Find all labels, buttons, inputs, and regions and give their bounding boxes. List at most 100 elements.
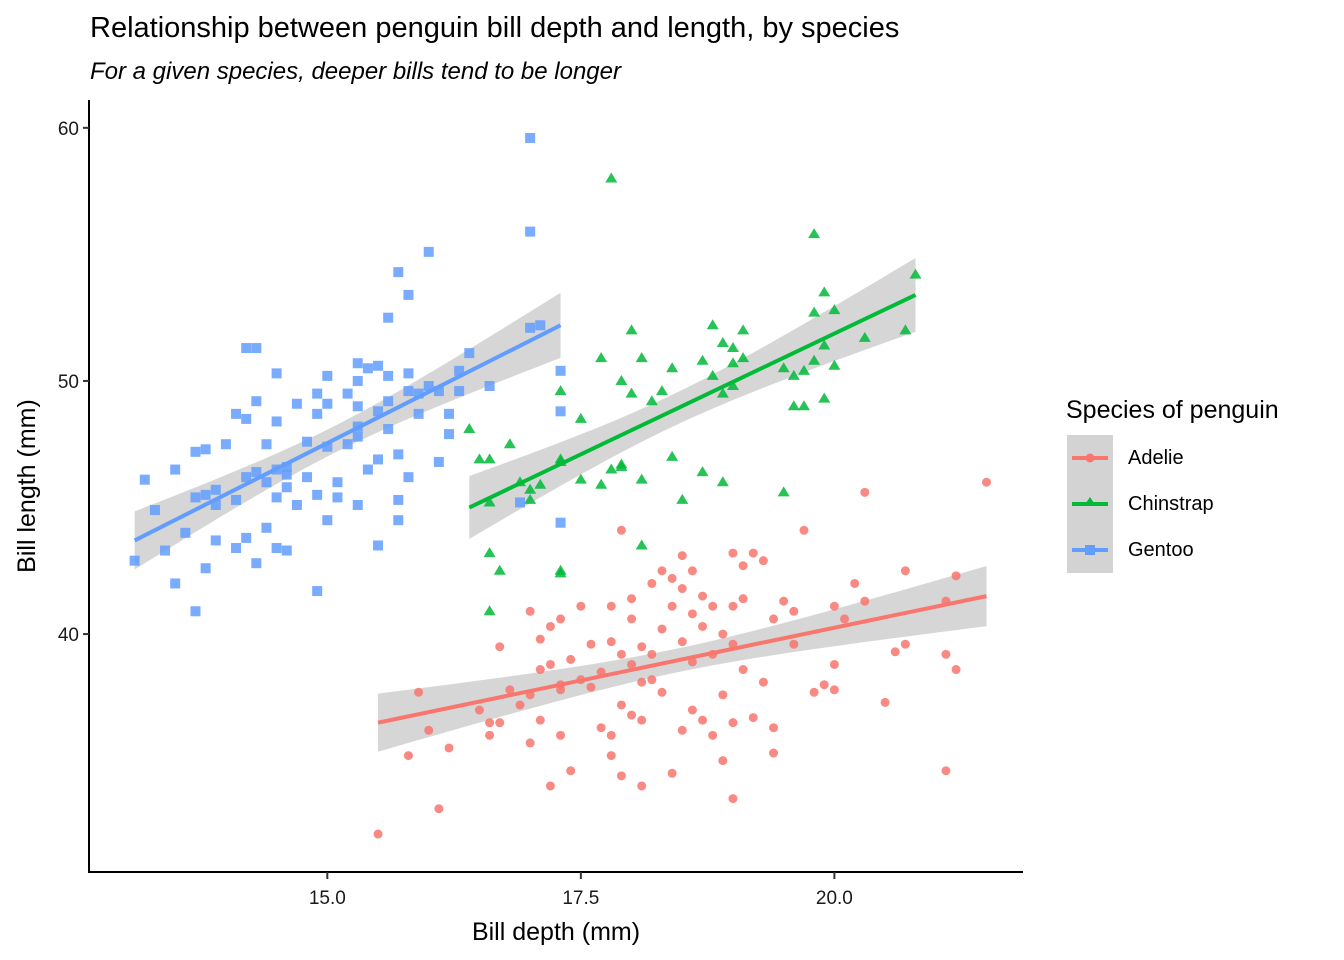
point-gentoo: [393, 449, 404, 460]
legend-item-chinstrap: Chinstrap: [1066, 481, 1279, 527]
point-adelie: [566, 766, 576, 776]
point-gentoo: [383, 396, 394, 407]
point-chinstrap: [645, 395, 658, 406]
point-gentoo: [362, 363, 373, 374]
point-gentoo: [139, 474, 150, 485]
point-adelie: [769, 748, 779, 758]
legend-label-adelie: Adelie: [1128, 446, 1184, 469]
x-axis-title: Bill depth (mm): [472, 918, 640, 946]
point-chinstrap: [909, 268, 922, 279]
point-chinstrap: [818, 392, 831, 403]
point-gentoo: [210, 499, 221, 510]
point-adelie: [799, 525, 809, 535]
point-gentoo: [403, 386, 414, 397]
point-adelie: [677, 584, 687, 594]
point-gentoo: [352, 358, 363, 369]
y-axis-ticks: 40 50 60: [58, 119, 89, 646]
point-adelie: [566, 654, 576, 664]
point-chinstrap: [493, 564, 506, 575]
point-chinstrap: [777, 362, 790, 373]
point-adelie: [728, 794, 738, 804]
point-gentoo: [342, 388, 353, 399]
point-adelie: [485, 718, 495, 728]
point-chinstrap: [666, 450, 679, 461]
point-adelie: [850, 578, 860, 588]
point-gentoo: [352, 431, 363, 442]
point-gentoo: [454, 365, 465, 376]
point-chinstrap: [858, 331, 871, 342]
point-gentoo: [170, 578, 181, 589]
point-adelie: [667, 601, 677, 611]
point-adelie: [535, 634, 545, 644]
confidence-band-chinstrap: [469, 257, 916, 540]
point-gentoo: [271, 492, 282, 503]
point-adelie: [667, 768, 677, 778]
point-gentoo: [454, 386, 465, 397]
trend-line-gentoo: [133, 323, 562, 543]
point-gentoo: [160, 545, 171, 556]
point-adelie: [657, 624, 667, 634]
point-chinstrap: [625, 324, 638, 335]
point-gentoo: [251, 467, 262, 478]
point-gentoo: [251, 343, 262, 354]
point-adelie: [748, 548, 758, 558]
point-adelie: [840, 614, 850, 624]
point-chinstrap: [818, 286, 831, 297]
point-adelie: [941, 649, 951, 659]
point-gentoo: [322, 398, 333, 409]
y-tick-label: 40: [58, 625, 79, 646]
point-chinstrap: [818, 339, 831, 350]
point-adelie: [951, 571, 961, 581]
point-adelie: [485, 730, 495, 740]
point-adelie: [545, 621, 555, 631]
point-gentoo: [312, 586, 323, 597]
trend-lines: [133, 293, 987, 725]
y-tick-label: 50: [58, 372, 79, 393]
point-adelie: [789, 606, 799, 616]
point-adelie: [657, 566, 667, 576]
point-adelie: [951, 665, 961, 675]
point-gentoo: [281, 545, 292, 556]
point-chinstrap: [726, 342, 739, 353]
point-chinstrap: [777, 486, 790, 497]
point-chinstrap: [828, 359, 841, 370]
point-gentoo: [362, 464, 373, 475]
y-tick-label: 60: [58, 119, 79, 140]
point-gentoo: [413, 388, 424, 399]
x-tick-label: 17.5: [562, 888, 599, 909]
point-chinstrap: [625, 387, 638, 398]
point-gentoo: [302, 436, 313, 447]
point-chinstrap: [635, 539, 648, 550]
point-adelie: [728, 548, 738, 558]
point-adelie: [708, 601, 718, 611]
point-adelie: [829, 685, 839, 695]
point-gentoo: [403, 289, 414, 300]
point-adelie: [637, 781, 647, 791]
point-gentoo: [352, 375, 363, 386]
point-adelie: [687, 705, 697, 715]
point-adelie: [880, 697, 890, 707]
point-gentoo: [291, 499, 302, 510]
legend-label-gentoo: Gentoo: [1128, 538, 1194, 561]
point-gentoo: [241, 343, 252, 354]
point-gentoo: [312, 388, 323, 399]
point-adelie: [728, 601, 738, 611]
point-gentoo: [413, 408, 424, 419]
point-adelie: [637, 715, 647, 725]
point-chinstrap: [828, 304, 841, 315]
point-gentoo: [241, 413, 252, 424]
point-gentoo: [281, 482, 292, 493]
point-adelie: [403, 751, 413, 761]
trend-line-chinstrap: [468, 293, 917, 510]
x-tick-label: 15.0: [309, 888, 346, 909]
point-gentoo: [444, 408, 455, 419]
point-chinstrap: [524, 483, 537, 494]
point-adelie: [860, 487, 870, 497]
point-adelie: [606, 730, 616, 740]
point-adelie: [769, 723, 779, 733]
point-gentoo: [231, 494, 242, 505]
point-gentoo: [484, 381, 495, 392]
point-adelie: [647, 649, 657, 659]
point-chinstrap: [737, 352, 750, 363]
chart-subtitle: For a given species, deeper bills tend t…: [90, 58, 621, 85]
